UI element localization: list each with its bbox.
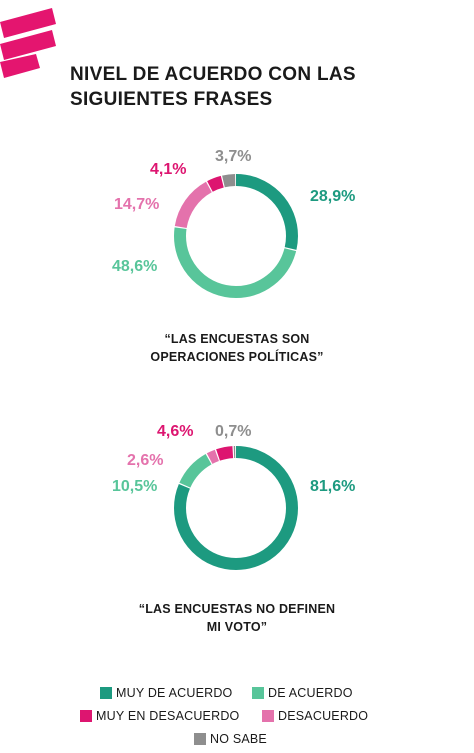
logo-stripe-1 <box>0 8 56 38</box>
legend-item-de-acuerdo: DE ACUERDO <box>252 686 353 700</box>
legend-label: MUY DE ACUERDO <box>116 686 233 700</box>
page-title-line-2: SIGUIENTES FRASES <box>70 89 273 110</box>
legend-item-no-sabe: NO SABE <box>194 732 267 746</box>
legend-swatch <box>262 710 274 722</box>
donut-chart-2-svg <box>174 446 298 570</box>
donut-chart-encuestas-voto: 81,6% 10,5% 2,6% 4,6% 0,7% <box>112 423 356 570</box>
pct-label-de-acuerdo: 10,5% <box>112 478 158 495</box>
legend-item-desacuerdo: DESACUERDO <box>262 709 368 723</box>
page-title: NIVEL DE ACUERDO CON LAS SIGUIENTES FRAS… <box>70 62 450 112</box>
chart-2-caption-line-2: MI VOTO” <box>206 620 268 634</box>
legend-swatch <box>80 710 92 722</box>
logo-stripe-3 <box>0 54 40 78</box>
legend-label: NO SABE <box>210 732 267 746</box>
brand-logo-icon <box>0 8 56 78</box>
logo-stripe-2 <box>0 30 56 60</box>
legend-label: DE ACUERDO <box>268 686 353 700</box>
chart-1-caption-line-2: OPERACIONES POLÍTICAS” <box>150 350 324 364</box>
pct-label-muy-en-desacuerdo: 4,6% <box>157 423 194 440</box>
chart-2-caption: “LAS ENCUESTAS NO DEFINEN MI VOTO” <box>0 600 474 636</box>
pct-label-muy-de-acuerdo: 28,9% <box>310 188 356 205</box>
pct-label-no-sabe: 0,7% <box>215 423 252 440</box>
donut-chart-1-svg <box>174 174 298 298</box>
legend-swatch <box>194 733 206 745</box>
pct-label-muy-de-acuerdo: 81,6% <box>310 478 356 495</box>
pct-label-muy-en-desacuerdo: 4,1% <box>150 161 187 178</box>
chart-2-caption-line-1: “LAS ENCUESTAS NO DEFINEN <box>138 602 336 616</box>
pct-label-no-sabe: 3,7% <box>215 148 252 165</box>
chart-1-caption: “LAS ENCUESTAS SON OPERACIONES POLÍTICAS… <box>0 330 474 366</box>
chart-1-caption-line-1: “LAS ENCUESTAS SON <box>164 332 310 346</box>
page-title-line-1: NIVEL DE ACUERDO CON LAS <box>70 64 356 85</box>
donut-slice-muy-de-acuerdo <box>174 446 298 570</box>
legend-swatch <box>100 687 112 699</box>
donut-slice-muy-de-acuerdo <box>174 174 298 298</box>
donut-slice-de-acuerdo <box>174 174 298 298</box>
donut-chart-encuestas-operaciones: 28,9% 48,6% 14,7% 4,1% 3,7% <box>112 148 356 298</box>
legend-label: DESACUERDO <box>278 709 369 723</box>
legend-item-muy-de-acuerdo: MUY DE ACUERDO <box>100 686 232 700</box>
legend-swatch <box>252 687 264 699</box>
legend-label: MUY EN DESACUERDO <box>96 709 240 723</box>
legend-item-muy-en-desacuerdo: MUY EN DESACUERDO <box>80 709 239 723</box>
pct-label-desacuerdo: 2,6% <box>127 452 164 469</box>
pct-label-de-acuerdo: 48,6% <box>112 258 158 275</box>
pct-label-desacuerdo: 14,7% <box>114 196 160 213</box>
